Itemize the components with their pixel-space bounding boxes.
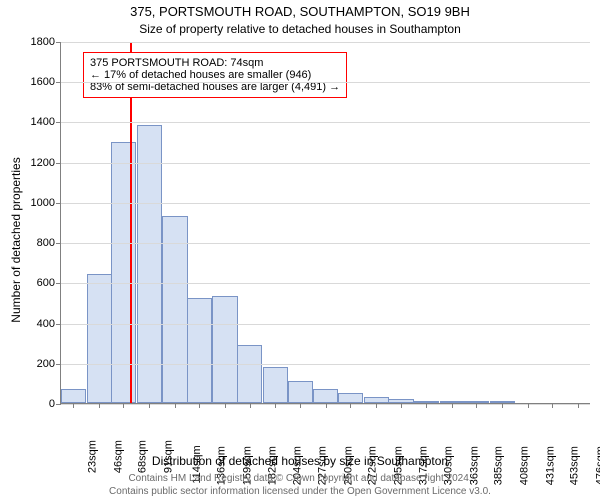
x-tick-label: 476sqm — [594, 403, 600, 444]
x-tick-label: 250sqm — [343, 403, 355, 444]
gridline-h — [61, 364, 590, 365]
x-tick-mark — [199, 403, 200, 408]
x-tick-label: 295sqm — [393, 403, 405, 444]
x-tick-label: 114sqm — [191, 403, 203, 443]
chart-title-line2: Size of property relative to detached ho… — [0, 22, 600, 36]
x-tick-mark — [73, 403, 74, 408]
histogram-bar — [61, 389, 86, 403]
credits-line1: Contains HM Land Registry data © Crown c… — [0, 473, 600, 486]
y-tick-label: 1600 — [31, 76, 61, 88]
x-tick-mark — [452, 403, 453, 408]
x-tick-mark — [275, 403, 276, 408]
histogram-bar — [187, 298, 212, 403]
x-tick-label: 91sqm — [162, 403, 174, 438]
histogram-bar — [288, 381, 313, 403]
x-tick-label: 68sqm — [137, 403, 149, 438]
x-tick-label: 272sqm — [367, 403, 379, 444]
x-tick-mark — [99, 403, 100, 408]
x-tick-mark — [476, 403, 477, 408]
x-tick-mark — [401, 403, 402, 408]
credits: Contains HM Land Registry data © Crown c… — [0, 473, 600, 498]
plot-area: 375 PORTSMOUTH ROAD: 74sqm← 17% of detac… — [60, 42, 590, 404]
x-tick-label: 182sqm — [267, 403, 279, 444]
x-tick-label: 363sqm — [468, 403, 480, 444]
y-axis-label: Number of detached properties — [6, 20, 26, 460]
y-tick-label: 400 — [37, 318, 61, 330]
gridline-h — [61, 283, 590, 284]
gridline-h — [61, 203, 590, 204]
x-tick-label: 227sqm — [317, 403, 329, 444]
x-tick-label: 159sqm — [241, 403, 253, 444]
annotation-line: ← 17% of detached houses are smaller (94… — [90, 69, 340, 81]
x-tick-mark — [175, 403, 176, 408]
x-axis-label: Distribution of detached houses by size … — [0, 454, 600, 468]
gridline-h — [61, 243, 590, 244]
x-tick-label: 385sqm — [493, 403, 505, 444]
histogram-bar — [338, 393, 363, 403]
chart-title-line1: 375, PORTSMOUTH ROAD, SOUTHAMPTON, SO19 … — [0, 4, 600, 19]
y-tick-label: 600 — [37, 277, 61, 289]
x-tick-mark — [123, 403, 124, 408]
y-tick-label: 200 — [37, 358, 61, 370]
y-tick-label: 1800 — [31, 36, 61, 48]
x-tick-mark — [502, 403, 503, 408]
y-tick-label: 800 — [37, 237, 61, 249]
histogram-bar — [212, 296, 237, 403]
x-tick-mark — [326, 403, 327, 408]
gridline-h — [61, 42, 590, 43]
histogram-bar — [137, 125, 162, 403]
x-tick-label: 136sqm — [216, 403, 228, 444]
x-tick-mark — [426, 403, 427, 408]
x-tick-mark — [528, 403, 529, 408]
y-tick-label: 1400 — [31, 116, 61, 128]
x-tick-label: 204sqm — [291, 403, 303, 444]
x-tick-mark — [350, 403, 351, 408]
x-tick-label: 453sqm — [569, 403, 581, 444]
x-tick-label: 408sqm — [518, 403, 530, 444]
histogram-bar — [87, 274, 112, 403]
property-size-chart: 375, PORTSMOUTH ROAD, SOUTHAMPTON, SO19 … — [0, 0, 600, 500]
gridline-h — [61, 163, 590, 164]
x-tick-mark — [225, 403, 226, 408]
histogram-bar — [313, 389, 338, 403]
annotation-box: 375 PORTSMOUTH ROAD: 74sqm← 17% of detac… — [83, 52, 347, 98]
x-tick-mark — [149, 403, 150, 408]
y-tick-label: 0 — [49, 398, 61, 410]
gridline-h — [61, 122, 590, 123]
x-tick-mark — [578, 403, 579, 408]
gridline-h — [61, 324, 590, 325]
x-tick-mark — [300, 403, 301, 408]
x-tick-label: 317sqm — [417, 403, 429, 444]
credits-line2: Contains public sector information licen… — [0, 486, 600, 499]
x-tick-label: 23sqm — [87, 403, 99, 438]
x-tick-mark — [552, 403, 553, 408]
x-tick-label: 46sqm — [112, 403, 124, 438]
gridline-h — [61, 82, 590, 83]
x-tick-mark — [376, 403, 377, 408]
x-tick-mark — [250, 403, 251, 408]
histogram-bar — [237, 345, 262, 403]
x-tick-label: 431sqm — [544, 403, 556, 444]
annotation-line: 375 PORTSMOUTH ROAD: 74sqm — [90, 57, 340, 69]
y-tick-label: 1200 — [31, 157, 61, 169]
histogram-bar — [263, 367, 288, 403]
x-tick-label: 340sqm — [443, 403, 455, 444]
y-tick-label: 1000 — [31, 197, 61, 209]
